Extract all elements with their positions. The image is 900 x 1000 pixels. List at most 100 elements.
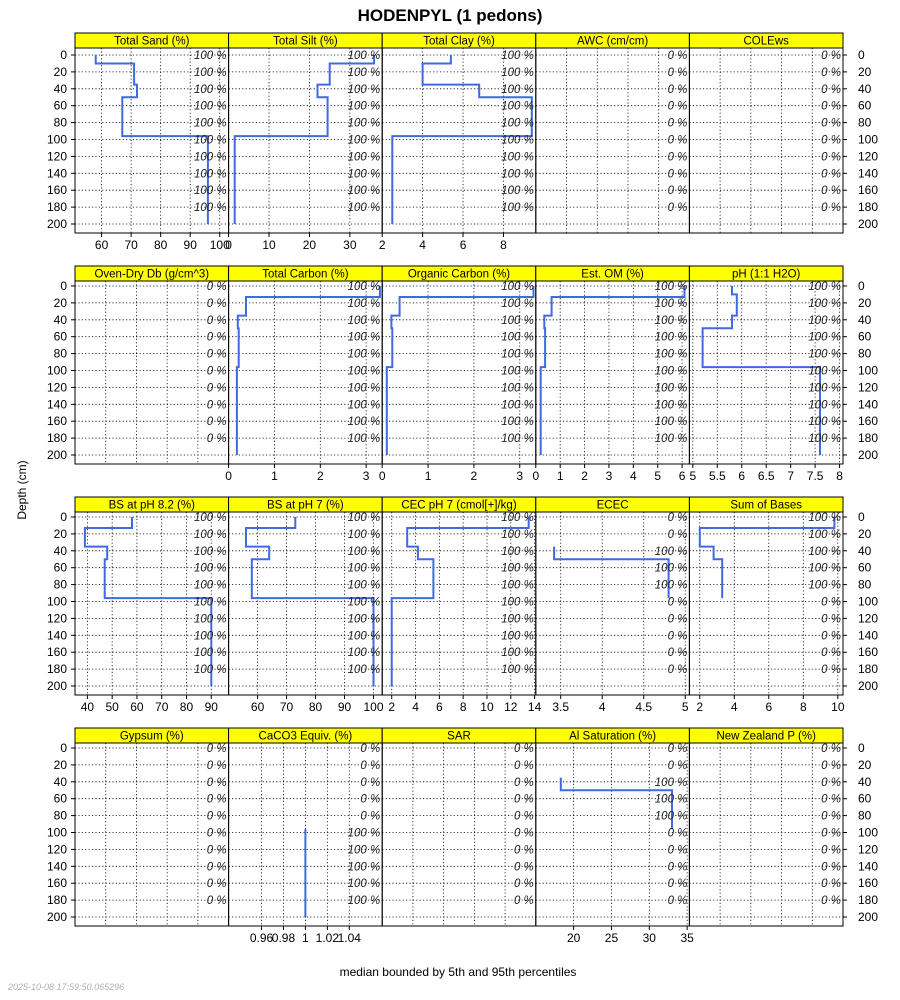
data-coverage-label: 100 % xyxy=(348,399,381,411)
data-coverage-label: 100 % xyxy=(808,298,841,310)
data-coverage-label: 0 % xyxy=(821,828,841,840)
data-coverage-label: 100 % xyxy=(808,512,841,524)
x-tick-label: 3 xyxy=(606,469,613,483)
data-coverage-label: 0 % xyxy=(821,135,841,147)
y-tick-label: 180 xyxy=(858,431,878,445)
panel-title: BS at pH 7 (%) xyxy=(267,500,344,512)
x-tick-label: 40 xyxy=(81,700,95,714)
y-tick-label: 120 xyxy=(858,149,878,163)
y-tick-label: 80 xyxy=(858,116,872,130)
y-tick-label: 60 xyxy=(858,330,872,344)
panel-title: CaCO3 Equiv. (%) xyxy=(259,731,353,743)
data-coverage-label: 100 % xyxy=(348,50,381,62)
data-coverage-label: 0 % xyxy=(207,315,227,327)
data-coverage-label: 100 % xyxy=(501,349,534,361)
x-tick-label: 12 xyxy=(504,700,518,714)
y-tick-label: 20 xyxy=(54,65,68,79)
y-tick-label: 160 xyxy=(47,414,67,428)
y-tick-label: 100 xyxy=(858,133,878,147)
data-coverage-label: 0 % xyxy=(207,281,227,293)
y-tick-label: 180 xyxy=(858,200,878,214)
x-tick-label: 7 xyxy=(787,469,794,483)
y-tick-label: 140 xyxy=(858,859,878,873)
panel-title: Total Sand (%) xyxy=(114,36,190,48)
panel-title: ECEC xyxy=(597,500,629,512)
y-tick-label: 160 xyxy=(858,414,878,428)
median-profile-line xyxy=(553,546,670,599)
panel-title: Total Silt (%) xyxy=(273,36,338,48)
data-coverage-label: 0 % xyxy=(668,895,688,907)
data-coverage-label: 100 % xyxy=(501,185,534,197)
y-tick-label: 180 xyxy=(858,662,878,676)
data-coverage-label: 100 % xyxy=(348,597,381,609)
data-coverage-label: 100 % xyxy=(501,630,534,642)
y-tick-label: 160 xyxy=(858,183,878,197)
data-coverage-label: 0 % xyxy=(207,743,227,755)
panel-frame xyxy=(74,280,230,465)
data-coverage-label: 0 % xyxy=(207,811,227,823)
y-tick-label: 100 xyxy=(47,364,67,378)
panel: BS at pH 7 (%) 60 70 80 90 100 100 % 100 % 100 %… xyxy=(228,496,384,714)
panel-title: BS at pH 8.2 (%) xyxy=(109,500,195,512)
data-coverage-label: 0 % xyxy=(821,743,841,755)
data-coverage-label: 0 % xyxy=(668,878,688,890)
data-coverage-label: 0 % xyxy=(207,332,227,344)
x-tick-label: 1 xyxy=(302,931,309,945)
x-tick-label: 4 xyxy=(630,469,637,483)
data-coverage-label: 100 % xyxy=(501,399,534,411)
data-coverage-label: 100 % xyxy=(348,512,381,524)
y-tick-label: 80 xyxy=(54,578,68,592)
data-coverage-label: 100 % xyxy=(501,151,534,163)
x-tick-label: 20 xyxy=(303,238,317,252)
data-coverage-label: 100 % xyxy=(655,777,688,789)
data-coverage-label: 0 % xyxy=(360,777,380,789)
x-tick-label: 10 xyxy=(262,238,276,252)
panel-title: COLEws xyxy=(744,36,790,48)
data-coverage-label: 100 % xyxy=(348,118,381,130)
x-tick-label: 80 xyxy=(154,238,168,252)
panel: Sum of Bases 2 4 6 8 10 100 % 100 % 100 % 100 % 10… xyxy=(688,496,845,714)
panel: BS at pH 8.2 (%) 40 50 60 70 80 90 100 % 100 % 10… xyxy=(74,496,230,714)
data-coverage-label: 100 % xyxy=(348,844,381,856)
data-coverage-label: 0 % xyxy=(668,828,688,840)
x-tick-label: 90 xyxy=(205,700,219,714)
data-coverage-label: 100 % xyxy=(194,647,227,659)
y-tick-label: 40 xyxy=(54,775,68,789)
figure-title: HODENPYL (1 pedons) xyxy=(358,6,543,25)
y-tick-label: 120 xyxy=(858,611,878,625)
data-coverage-label: 100 % xyxy=(501,512,534,524)
y-tick-label: 200 xyxy=(858,910,878,924)
median-profile-line xyxy=(235,286,381,455)
x-tick-label: 0 xyxy=(225,238,232,252)
median-profile-line xyxy=(701,286,821,455)
data-coverage-label: 0 % xyxy=(668,512,688,524)
panel: ECEC 3.5 4 4.5 5 0 % 0 % 100 % 100 % 100 % 0 % 0 % 0… xyxy=(535,496,690,714)
data-coverage-label: 100 % xyxy=(655,546,688,558)
data-coverage-label: 0 % xyxy=(207,382,227,394)
data-coverage-label: 100 % xyxy=(501,281,534,293)
data-coverage-label: 100 % xyxy=(808,366,841,378)
y-tick-label: 180 xyxy=(858,893,878,907)
data-coverage-label: 100 % xyxy=(501,298,534,310)
data-coverage-label: 100 % xyxy=(501,50,534,62)
x-tick-label: 20 xyxy=(567,931,581,945)
x-tick-label: 60 xyxy=(95,238,109,252)
panel-frame xyxy=(688,511,844,696)
data-coverage-label: 100 % xyxy=(348,168,381,180)
data-coverage-label: 100 % xyxy=(348,630,381,642)
x-tick-label: 10 xyxy=(831,700,845,714)
data-coverage-label: 100 % xyxy=(348,101,381,113)
y-tick-label: 0 xyxy=(60,48,67,62)
data-coverage-label: 100 % xyxy=(348,828,381,840)
data-coverage-label: 0 % xyxy=(514,811,534,823)
x-tick-label: 80 xyxy=(309,700,323,714)
data-coverage-label: 0 % xyxy=(207,298,227,310)
panel-frame xyxy=(535,742,690,927)
data-coverage-label: 100 % xyxy=(655,382,688,394)
data-coverage-label: 100 % xyxy=(348,84,381,96)
y-tick-label: 160 xyxy=(858,876,878,890)
data-coverage-label: 100 % xyxy=(501,580,534,592)
data-coverage-label: 100 % xyxy=(194,546,227,558)
x-tick-label: 25 xyxy=(605,931,619,945)
